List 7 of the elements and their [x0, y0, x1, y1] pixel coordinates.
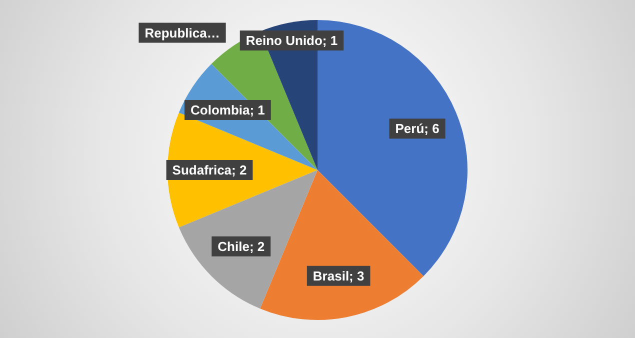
slice-label: Perú; 6 — [395, 121, 440, 136]
slice-label: Republica… — [144, 25, 220, 40]
slice-label: Sudafrica; 2 — [172, 162, 247, 178]
slice-label: Colombia; 1 — [190, 102, 265, 118]
slice-label: Reino Unido; 1 — [246, 33, 338, 48]
slice-label: Chile; 2 — [218, 238, 265, 254]
slice-label: Brasil; 3 — [312, 268, 364, 284]
